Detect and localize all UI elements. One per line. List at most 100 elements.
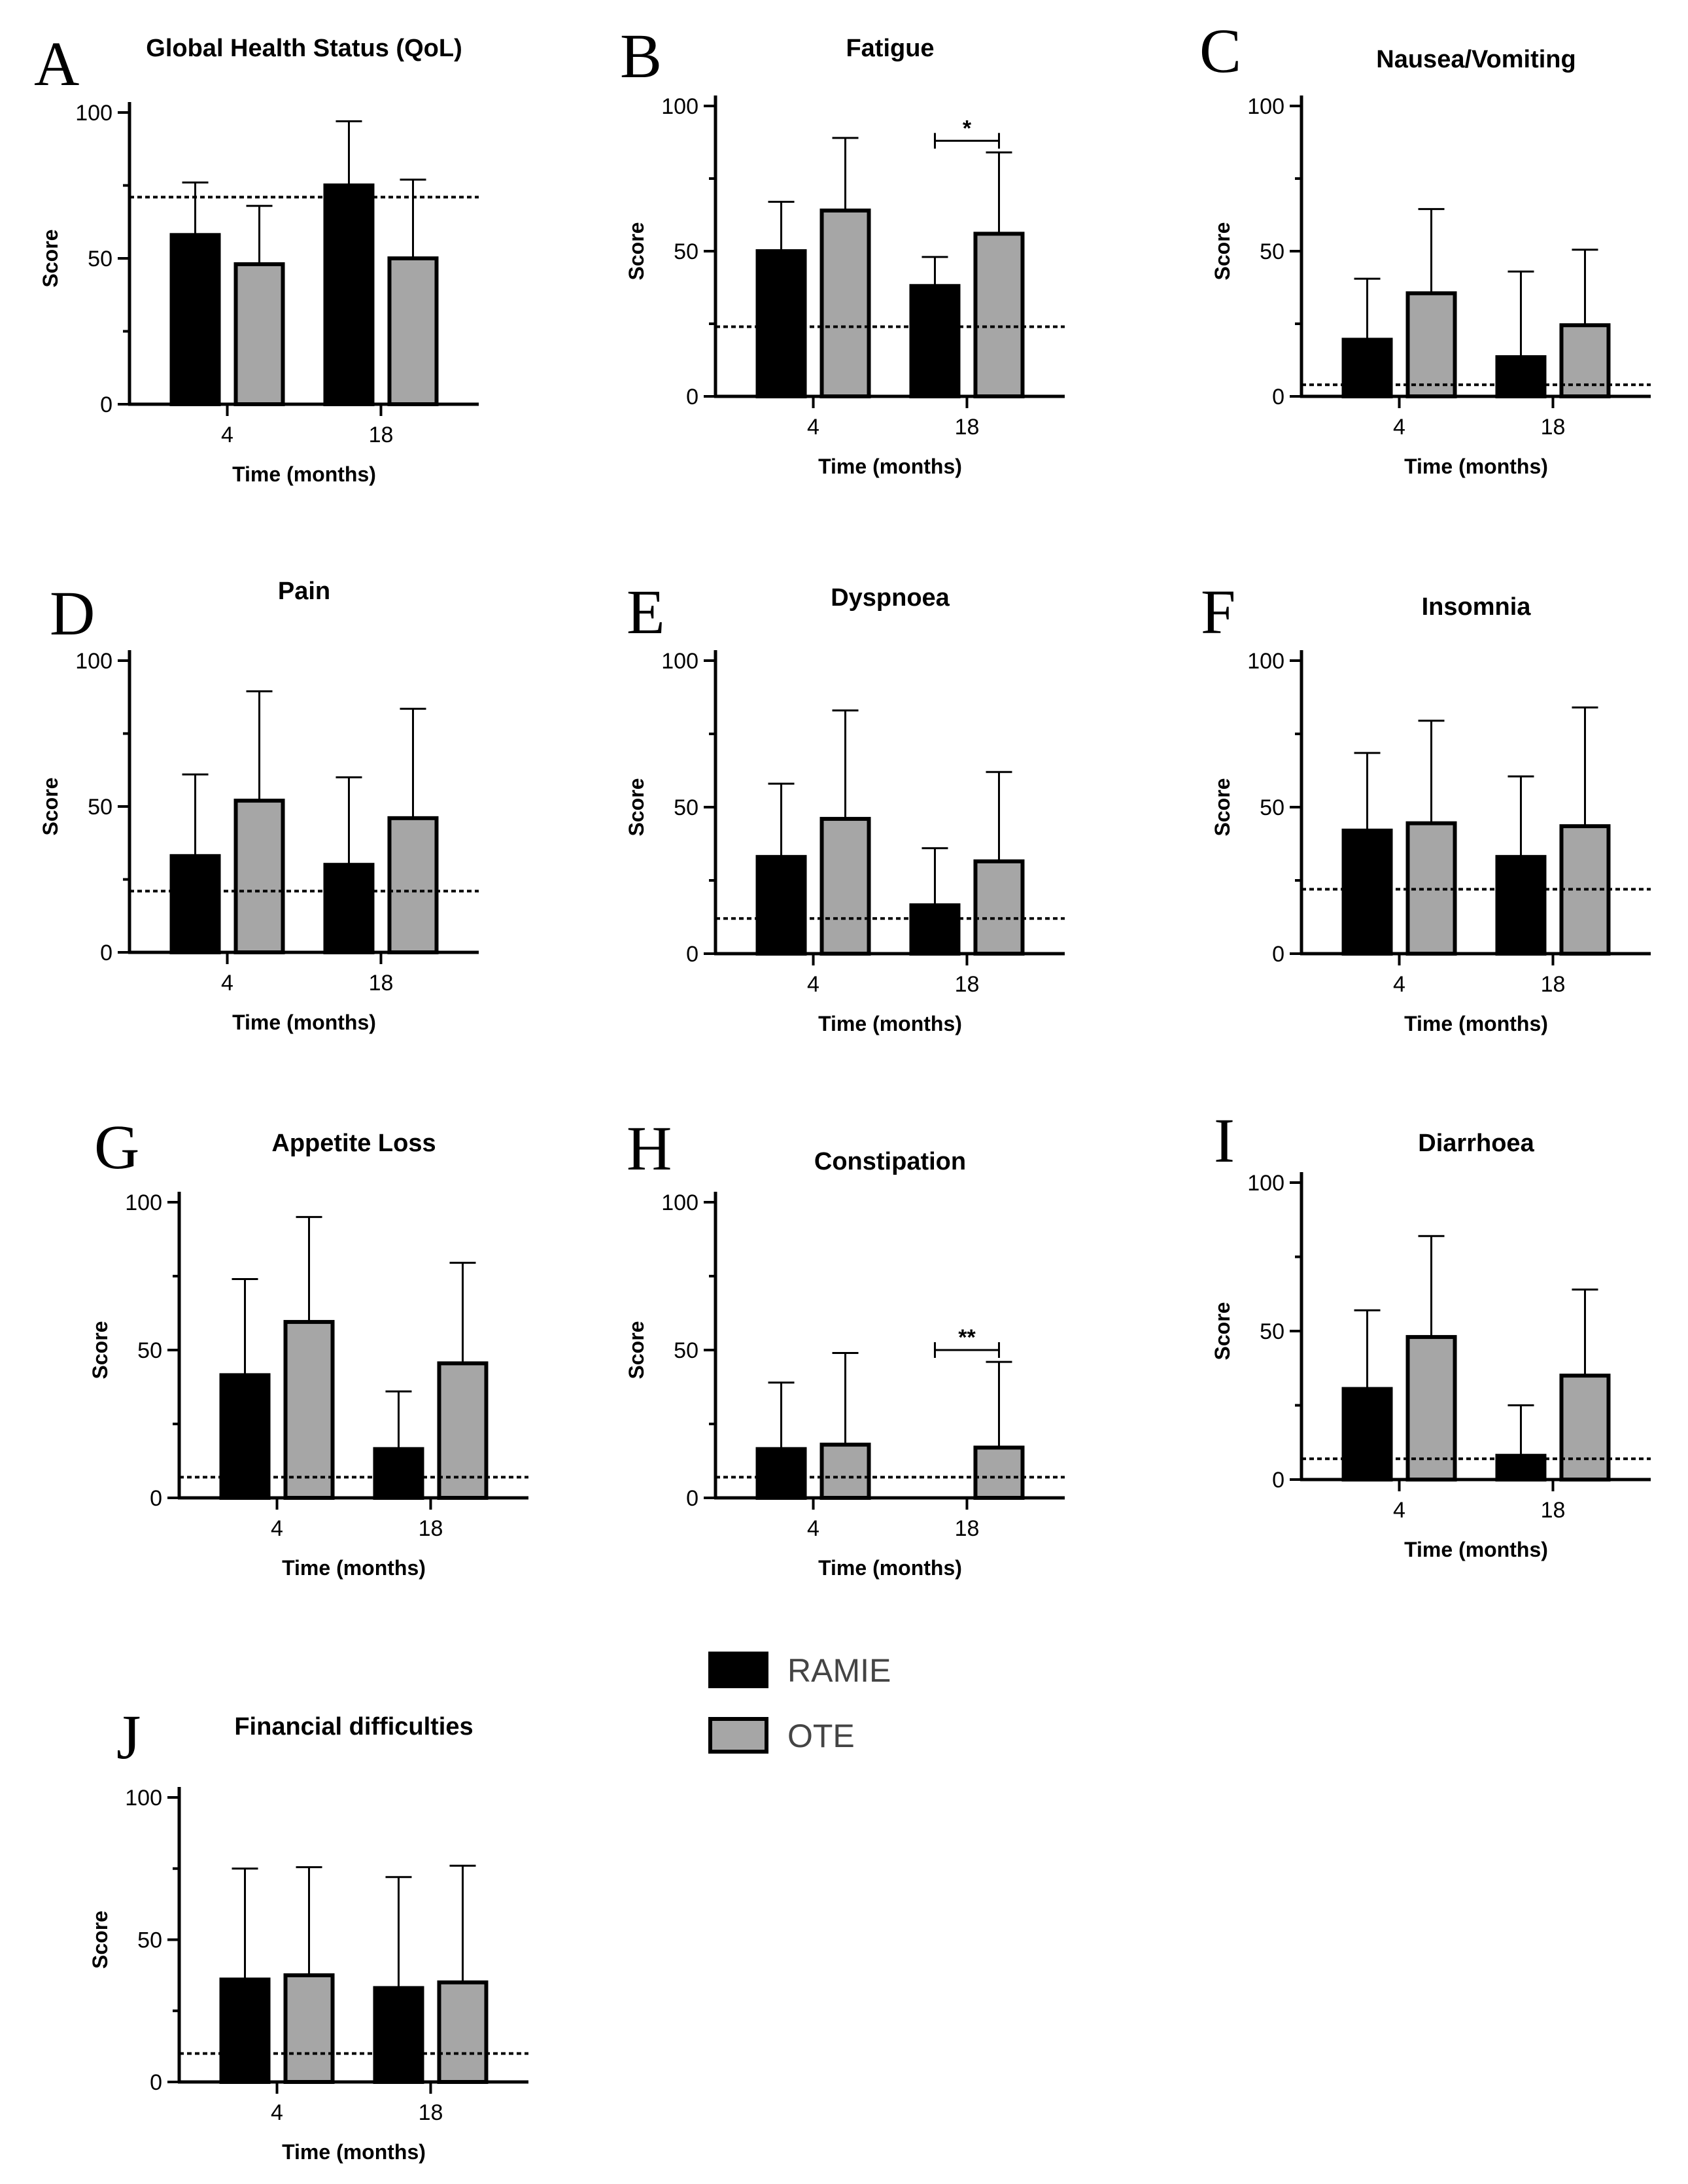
bar-ramie-4 bbox=[755, 249, 807, 398]
y-tick-label: 100 bbox=[125, 1190, 162, 1215]
bar-ramie-4 bbox=[169, 854, 221, 954]
legend-swatch-ote bbox=[708, 1717, 768, 1754]
bar-ramie-4 bbox=[219, 1373, 271, 1500]
x-axis-label: Time (months) bbox=[1404, 1012, 1548, 1035]
x-tick-label: 4 bbox=[221, 971, 233, 996]
x-tick-label: 4 bbox=[1393, 1498, 1405, 1523]
x-tick-label: 4 bbox=[221, 423, 233, 447]
bar-ramie-18 bbox=[373, 1986, 424, 2084]
x-axis-label: Time (months) bbox=[282, 1556, 426, 1580]
y-tick-label: 100 bbox=[661, 1190, 698, 1215]
y-axis-label: Score bbox=[625, 222, 648, 281]
legend-swatch-ramie bbox=[708, 1652, 768, 1688]
significance-label: ** bbox=[958, 1325, 976, 1350]
panel-title: Diarrhoea bbox=[1418, 1130, 1534, 1157]
x-axis-label: Time (months) bbox=[232, 1011, 376, 1034]
bar-ramie-18 bbox=[1495, 1453, 1547, 1482]
x-axis-label: Time (months) bbox=[818, 1012, 962, 1035]
chart-panel-g: G Appetite Loss 0 50 100 4 18 Time (months) Scor… bbox=[88, 1112, 528, 1580]
x-tick-label: 18 bbox=[1541, 415, 1566, 440]
chart-panel-h: H Constipation 0 50 100 4 18 Time (months) Score… bbox=[625, 1113, 1065, 1580]
y-tick-label: 0 bbox=[1272, 942, 1284, 967]
bar-ote-18 bbox=[387, 256, 439, 406]
bar-ramie-18 bbox=[909, 903, 961, 956]
y-tick-label: 100 bbox=[1247, 94, 1284, 119]
bar-ote-18 bbox=[973, 232, 1025, 398]
chart-panel-c: C Nausea/Vomiting 0 50 100 4 18 Time (months) Sc… bbox=[1199, 16, 1651, 478]
y-axis-label: Score bbox=[88, 1911, 112, 1969]
y-axis-label: Score bbox=[1211, 222, 1234, 281]
y-tick-label: 0 bbox=[686, 385, 698, 409]
y-tick-label: 50 bbox=[137, 1338, 162, 1363]
bar-ramie-4 bbox=[169, 233, 221, 406]
y-tick-label: 0 bbox=[686, 1486, 698, 1511]
y-axis-label: Score bbox=[39, 230, 62, 288]
panel-title: Global Health Status (QoL) bbox=[146, 35, 462, 62]
bar-ramie-18 bbox=[909, 284, 961, 398]
panel-title: Constipation bbox=[814, 1148, 966, 1175]
y-tick-label: 100 bbox=[125, 1786, 162, 1811]
x-tick-label: 18 bbox=[955, 972, 980, 997]
x-tick-label: 18 bbox=[1541, 1498, 1566, 1523]
panel-letter: F bbox=[1201, 577, 1235, 647]
bar-ote-18 bbox=[973, 1446, 1025, 1500]
significance-label: * bbox=[963, 116, 972, 141]
x-tick-label: 4 bbox=[271, 1516, 283, 1541]
x-tick-label: 4 bbox=[1393, 972, 1405, 997]
chart-panel-i: I Diarrhoea 0 50 100 4 18 Time (months) Score bbox=[1211, 1105, 1651, 1561]
chart-panel-b: B Fatigue 0 50 100 4 18 Time (months) Score * bbox=[620, 21, 1065, 478]
panel-title: Dyspnoea bbox=[831, 584, 950, 612]
chart-panel-f: F Insomnia 0 50 100 4 18 Time (months) Score bbox=[1201, 577, 1651, 1035]
panel-letter: A bbox=[34, 29, 79, 99]
x-tick-label: 18 bbox=[419, 1516, 443, 1541]
y-tick-label: 50 bbox=[674, 239, 698, 264]
bar-ote-4 bbox=[819, 1442, 871, 1500]
x-axis-label: Time (months) bbox=[1404, 1538, 1548, 1561]
y-tick-label: 50 bbox=[674, 795, 698, 820]
legend-label-ramie: RAMIE bbox=[787, 1652, 891, 1689]
y-tick-label: 0 bbox=[686, 942, 698, 967]
y-tick-label: 100 bbox=[661, 94, 698, 119]
y-tick-label: 50 bbox=[88, 795, 112, 820]
bar-ramie-4 bbox=[1341, 338, 1393, 398]
chart-panels: A Global Health Status (QoL) 0 50 100 4 18 Time… bbox=[34, 16, 1651, 2164]
y-axis-label: Score bbox=[625, 1321, 648, 1379]
bar-ramie-18 bbox=[1495, 855, 1547, 956]
y-tick-label: 0 bbox=[150, 2070, 162, 2095]
y-tick-label: 100 bbox=[75, 101, 112, 126]
x-axis-label: Time (months) bbox=[282, 2140, 426, 2164]
y-tick-label: 100 bbox=[661, 649, 698, 674]
x-tick-label: 4 bbox=[271, 2100, 283, 2125]
bar-ramie-18 bbox=[1495, 355, 1547, 398]
x-axis-label: Time (months) bbox=[232, 462, 376, 486]
panel-letter: E bbox=[627, 577, 665, 647]
y-tick-label: 50 bbox=[1260, 795, 1284, 820]
y-axis-label: Score bbox=[88, 1321, 112, 1379]
bar-ramie-18 bbox=[323, 183, 375, 406]
bar-ramie-18 bbox=[323, 863, 375, 954]
x-axis-label: Time (months) bbox=[818, 1556, 962, 1580]
x-axis-label: Time (months) bbox=[1404, 455, 1548, 478]
bar-ramie-4 bbox=[755, 855, 807, 956]
panel-letter: I bbox=[1214, 1105, 1235, 1175]
bar-ote-18 bbox=[387, 816, 439, 954]
bar-ote-4 bbox=[283, 1973, 335, 2084]
legend-label-ote: OTE bbox=[787, 1718, 855, 1754]
bar-ramie-18 bbox=[373, 1447, 424, 1500]
y-tick-label: 50 bbox=[674, 1338, 698, 1363]
x-tick-label: 18 bbox=[419, 2100, 443, 2125]
y-axis-label: Score bbox=[1211, 1302, 1234, 1361]
x-tick-label: 18 bbox=[369, 423, 394, 447]
panel-letter: C bbox=[1199, 16, 1241, 86]
x-axis-label: Time (months) bbox=[818, 455, 962, 478]
panel-title: Appetite Loss bbox=[271, 1130, 436, 1157]
bar-ote-4 bbox=[233, 799, 285, 954]
panel-letter: D bbox=[50, 578, 95, 648]
y-tick-label: 0 bbox=[100, 392, 112, 417]
x-tick-label: 4 bbox=[807, 972, 819, 997]
y-tick-label: 100 bbox=[75, 649, 112, 674]
y-axis-label: Score bbox=[1211, 778, 1234, 837]
x-tick-label: 4 bbox=[807, 1516, 819, 1541]
panel-title: Insomnia bbox=[1422, 593, 1532, 621]
